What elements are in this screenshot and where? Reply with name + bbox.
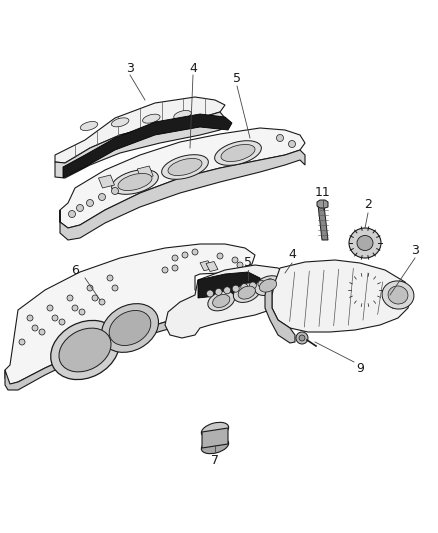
Ellipse shape — [111, 118, 129, 127]
Circle shape — [206, 290, 213, 297]
Circle shape — [112, 188, 119, 195]
Text: 2: 2 — [364, 198, 372, 212]
Ellipse shape — [357, 236, 373, 251]
Ellipse shape — [238, 286, 255, 299]
Circle shape — [27, 315, 33, 321]
Circle shape — [67, 295, 73, 301]
Ellipse shape — [112, 169, 159, 195]
Ellipse shape — [59, 328, 111, 372]
Circle shape — [172, 255, 178, 261]
Polygon shape — [5, 285, 262, 390]
Ellipse shape — [382, 281, 414, 309]
Circle shape — [241, 284, 248, 290]
Polygon shape — [55, 97, 225, 163]
Circle shape — [99, 193, 106, 200]
Circle shape — [266, 279, 273, 286]
Text: 9: 9 — [356, 361, 364, 375]
Ellipse shape — [102, 304, 159, 352]
Circle shape — [162, 267, 168, 273]
Circle shape — [124, 182, 131, 190]
Ellipse shape — [201, 422, 229, 438]
Ellipse shape — [51, 320, 119, 379]
Text: 7: 7 — [211, 454, 219, 466]
Text: 5: 5 — [244, 255, 252, 269]
Ellipse shape — [80, 122, 98, 131]
Circle shape — [232, 285, 239, 292]
Polygon shape — [63, 114, 232, 178]
Polygon shape — [198, 272, 262, 298]
Ellipse shape — [221, 144, 255, 161]
Polygon shape — [60, 128, 305, 228]
Polygon shape — [60, 150, 305, 240]
Ellipse shape — [118, 173, 152, 190]
Circle shape — [19, 339, 25, 345]
Text: 6: 6 — [71, 263, 79, 277]
Circle shape — [72, 305, 78, 311]
Circle shape — [87, 285, 93, 291]
Text: 4: 4 — [288, 248, 296, 262]
Circle shape — [112, 285, 118, 291]
Polygon shape — [165, 265, 295, 338]
Text: 3: 3 — [126, 61, 134, 75]
Polygon shape — [206, 262, 218, 271]
Circle shape — [172, 265, 178, 271]
Ellipse shape — [168, 158, 202, 175]
Text: 4: 4 — [189, 61, 197, 75]
Ellipse shape — [162, 155, 208, 179]
Ellipse shape — [109, 311, 151, 345]
Polygon shape — [99, 175, 114, 188]
Circle shape — [79, 309, 85, 315]
Ellipse shape — [143, 114, 160, 123]
Circle shape — [92, 295, 98, 301]
Polygon shape — [5, 244, 262, 385]
Circle shape — [258, 280, 265, 287]
Circle shape — [192, 249, 198, 255]
Text: 5: 5 — [233, 71, 241, 85]
Circle shape — [276, 134, 283, 141]
Circle shape — [215, 288, 222, 295]
Circle shape — [249, 282, 256, 289]
Ellipse shape — [212, 295, 230, 308]
Polygon shape — [200, 261, 212, 271]
Circle shape — [107, 275, 113, 281]
Polygon shape — [55, 112, 225, 178]
Circle shape — [99, 299, 105, 305]
Circle shape — [86, 199, 93, 206]
Circle shape — [289, 141, 296, 148]
Ellipse shape — [208, 291, 235, 311]
Circle shape — [224, 287, 231, 294]
Circle shape — [59, 319, 65, 325]
Ellipse shape — [388, 286, 408, 304]
Circle shape — [77, 205, 84, 212]
Ellipse shape — [349, 228, 381, 258]
Circle shape — [47, 305, 53, 311]
Circle shape — [237, 262, 243, 268]
Polygon shape — [265, 282, 295, 343]
Text: 3: 3 — [411, 244, 419, 256]
Ellipse shape — [174, 110, 191, 119]
Polygon shape — [318, 205, 328, 240]
Circle shape — [217, 253, 223, 259]
Ellipse shape — [259, 279, 277, 292]
Text: 11: 11 — [315, 185, 331, 198]
Ellipse shape — [201, 438, 229, 454]
Circle shape — [68, 211, 75, 217]
Circle shape — [52, 315, 58, 321]
Circle shape — [232, 257, 238, 263]
Polygon shape — [137, 166, 153, 179]
Polygon shape — [317, 200, 328, 208]
Circle shape — [296, 332, 308, 344]
Ellipse shape — [233, 282, 260, 302]
Circle shape — [32, 325, 38, 331]
Circle shape — [299, 335, 305, 341]
Circle shape — [182, 252, 188, 258]
Circle shape — [39, 329, 45, 335]
Polygon shape — [272, 260, 412, 332]
Ellipse shape — [215, 141, 261, 165]
Ellipse shape — [254, 276, 281, 295]
Polygon shape — [202, 428, 228, 448]
